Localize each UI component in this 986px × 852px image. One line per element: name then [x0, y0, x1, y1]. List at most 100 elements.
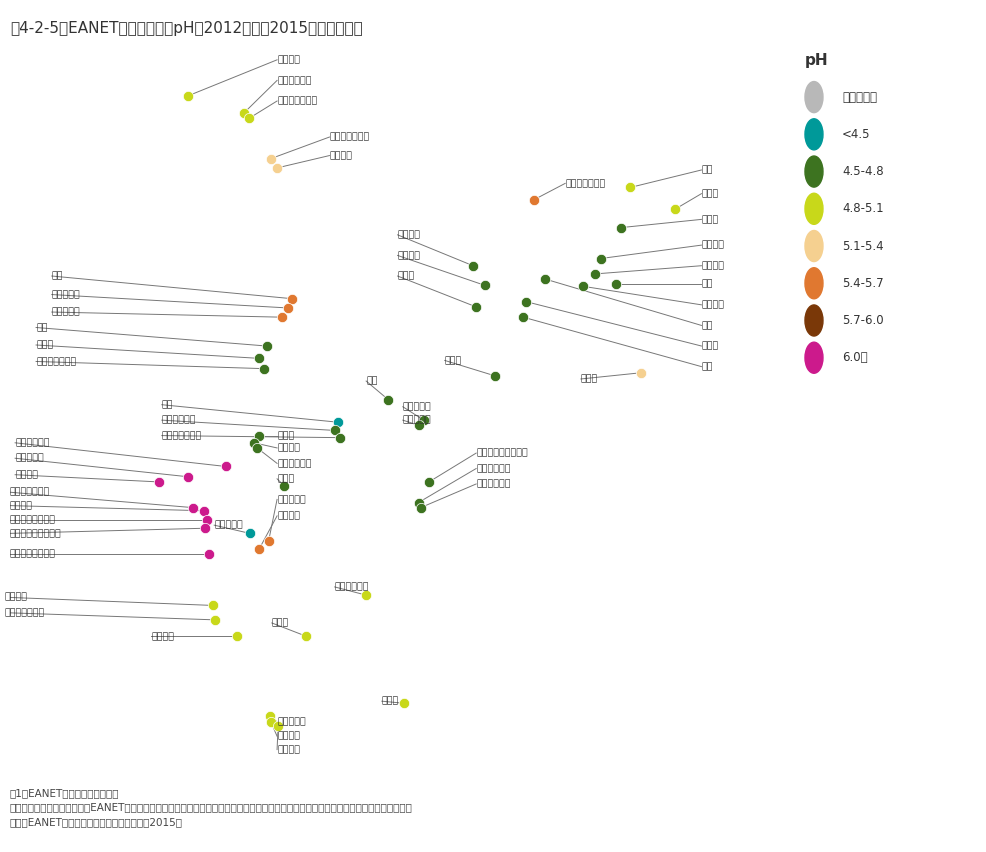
Text: ビエンチャン: ビエンチャン — [15, 438, 49, 447]
Point — [279, 301, 295, 314]
Text: 6.0＜: 6.0＜ — [841, 351, 867, 364]
Text: ナコンラチャシマ: ナコンラチャシマ — [10, 550, 56, 558]
Text: 図4-2-5　EANET地域の降水中pH（2012年から2015年の平均値）: 図4-2-5 EANET地域の降水中pH（2012年から2015年の平均値） — [10, 21, 362, 37]
Text: 西安: 西安 — [51, 272, 63, 280]
Text: ジーウォズ: ジーウォズ — [51, 308, 81, 317]
Text: <4.5: <4.5 — [841, 128, 870, 141]
Point — [179, 89, 195, 103]
Point — [236, 106, 251, 120]
Text: サムットプラカーン: サムットプラカーン — [10, 529, 61, 538]
Text: ヤンゴン: ヤンゴン — [15, 470, 38, 479]
Text: 橘原: 橘原 — [701, 362, 712, 371]
Text: 佐渡関岬: 佐渡関岬 — [701, 240, 724, 250]
Point — [251, 352, 267, 366]
Circle shape — [805, 82, 822, 112]
Point — [261, 709, 277, 722]
Point — [195, 504, 211, 517]
Text: カント－: カント－ — [277, 511, 300, 521]
Text: リストビヤンカ: リストビヤンカ — [277, 96, 317, 106]
Point — [329, 416, 345, 429]
Circle shape — [805, 305, 822, 336]
Text: シャンジョウ: シャンジョウ — [162, 416, 196, 424]
Point — [526, 193, 541, 207]
Text: バンドン: バンドン — [277, 746, 300, 754]
Circle shape — [805, 343, 822, 373]
Text: テレルジ: テレルジ — [329, 151, 352, 160]
Text: モンディ: モンディ — [277, 55, 300, 64]
Point — [575, 279, 591, 293]
Point — [298, 630, 314, 643]
Text: ホンウェン: ホンウェン — [402, 402, 431, 412]
Text: ダナン: ダナン — [277, 475, 294, 483]
Text: クックフォン: クックフォン — [277, 459, 312, 468]
Point — [358, 589, 374, 602]
Text: コタバン: コタバン — [151, 632, 175, 641]
Text: ホアビン: ホアビン — [277, 443, 300, 452]
Point — [185, 501, 201, 515]
Point — [464, 259, 480, 273]
Text: ダナンバレー: ダナンバレー — [334, 583, 369, 591]
Text: pH: pH — [804, 53, 827, 68]
Point — [241, 112, 256, 125]
Point — [326, 423, 342, 437]
Text: サント・トーマス山: サント・トーマス山 — [475, 449, 528, 458]
Text: マロス: マロス — [382, 697, 398, 705]
Text: 済州島: 済州島 — [397, 272, 414, 280]
Text: プリモルスカヤ: プリモルスカヤ — [565, 179, 604, 187]
Point — [593, 251, 608, 265]
Text: マニラ首都圏: マニラ首都圏 — [475, 464, 510, 473]
Text: 落石岬: 落石岬 — [701, 189, 718, 199]
Text: データなし: データなし — [841, 90, 877, 104]
Text: 厦門: 厦門 — [366, 377, 378, 385]
Point — [380, 393, 395, 406]
Text: ペタリンジャヤ: ペタリンジャヤ — [5, 608, 44, 617]
Circle shape — [805, 193, 822, 224]
Point — [199, 513, 215, 527]
Point — [218, 460, 234, 474]
Text: セルボン: セルボン — [277, 732, 300, 740]
Point — [249, 441, 265, 455]
Text: カンファ: カンファ — [397, 230, 420, 239]
Point — [518, 295, 533, 308]
Point — [607, 278, 623, 291]
Text: プノンペン: プノンペン — [214, 521, 243, 530]
Point — [207, 613, 223, 627]
Point — [251, 542, 267, 556]
Text: ジャカルタ: ジャカルタ — [277, 717, 306, 726]
Point — [536, 273, 552, 286]
Point — [476, 279, 492, 292]
Point — [331, 431, 347, 445]
Point — [201, 547, 217, 561]
Text: 珠海: 珠海 — [162, 400, 174, 409]
Point — [260, 533, 276, 548]
Circle shape — [805, 118, 822, 150]
Point — [242, 527, 257, 540]
Text: 5.1-5.4: 5.1-5.4 — [841, 239, 882, 252]
Point — [395, 696, 411, 710]
Text: 伊自良湖: 伊自良湖 — [701, 301, 724, 309]
Text: 辺戸岬: 辺戸岬 — [445, 356, 461, 365]
Text: 5.4-5.7: 5.4-5.7 — [841, 277, 882, 290]
Point — [410, 496, 426, 509]
Text: 利尻: 利尻 — [701, 165, 712, 175]
Point — [246, 436, 261, 450]
Point — [262, 715, 278, 728]
Text: チェンマイ: チェンマイ — [15, 454, 43, 463]
Text: 東京: 東京 — [701, 279, 712, 289]
Text: シージャン: シージャン — [51, 290, 81, 299]
Text: パトゥムターニー: パトゥムターニー — [10, 515, 56, 525]
Text: ロスバニョス: ロスバニョス — [475, 480, 510, 488]
Point — [229, 630, 245, 643]
Circle shape — [805, 231, 822, 262]
Point — [274, 310, 290, 324]
Point — [415, 413, 431, 427]
Point — [205, 599, 221, 613]
Point — [262, 152, 278, 165]
Point — [151, 475, 167, 489]
Point — [632, 366, 648, 380]
Point — [258, 339, 274, 353]
Text: 4.5-4.8: 4.5-4.8 — [841, 165, 882, 178]
Point — [412, 501, 428, 515]
Text: ジンユンシャン: ジンユンシャン — [36, 357, 76, 366]
Point — [276, 479, 292, 492]
